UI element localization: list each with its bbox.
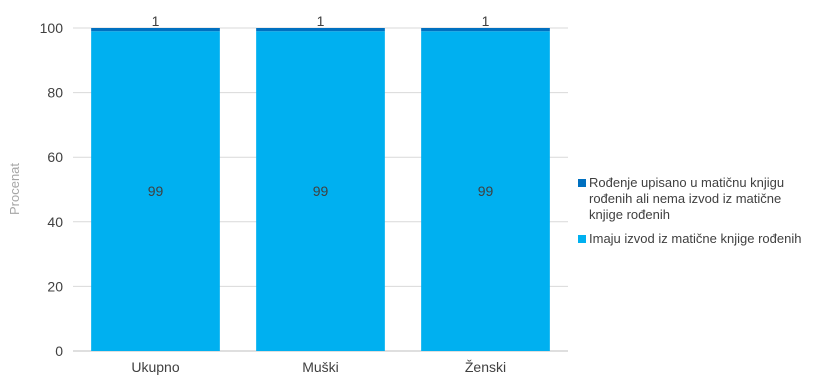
legend-item-registered-no-certificate: Rođenje upisano u matičnu knjigu rođenih… [578, 175, 816, 223]
bars: 99 1 99 1 99 1 [91, 13, 550, 351]
y-tick-label: 20 [47, 278, 63, 294]
y-tick-label: 40 [47, 214, 63, 230]
legend-item-have-certificate: Imaju izvod iz matične knjige rođenih [578, 231, 816, 247]
bar-have-certificate [91, 31, 220, 351]
data-label: 1 [152, 13, 160, 29]
data-label: 1 [482, 13, 490, 29]
data-label: 99 [313, 183, 329, 199]
legend-swatch-light-blue [578, 235, 586, 243]
x-tick-label: Ukupno [131, 359, 179, 375]
y-axis-title: Procenat [7, 163, 22, 215]
legend: Rođenje upisano u matičnu knjigu rođenih… [578, 175, 816, 255]
x-axis-ticks: Ukupno Muški Ženski [131, 359, 506, 375]
data-label: 99 [148, 183, 164, 199]
y-tick-label: 100 [40, 20, 64, 36]
legend-label-have-certificate: Imaju izvod iz matične knjige rođenih [589, 231, 802, 246]
data-label: 99 [478, 183, 494, 199]
bar-have-certificate [256, 31, 385, 351]
y-axis-ticks: 0 20 40 60 80 100 [40, 20, 64, 359]
y-tick-label: 60 [47, 149, 63, 165]
data-label: 1 [317, 13, 325, 29]
x-tick-label: Ženski [465, 359, 506, 375]
bar-registered-no-certificate [91, 28, 220, 32]
bar-have-certificate [421, 31, 550, 351]
bar-registered-no-certificate [421, 28, 550, 32]
bar-registered-no-certificate [256, 28, 385, 32]
y-tick-label: 80 [47, 85, 63, 101]
legend-label-registered-no-certificate: Rođenje upisano u matičnu knjigu rođenih… [589, 175, 785, 222]
y-tick-label: 0 [55, 343, 63, 359]
x-tick-label: Muški [302, 359, 339, 375]
legend-swatch-dark-blue [578, 179, 586, 187]
